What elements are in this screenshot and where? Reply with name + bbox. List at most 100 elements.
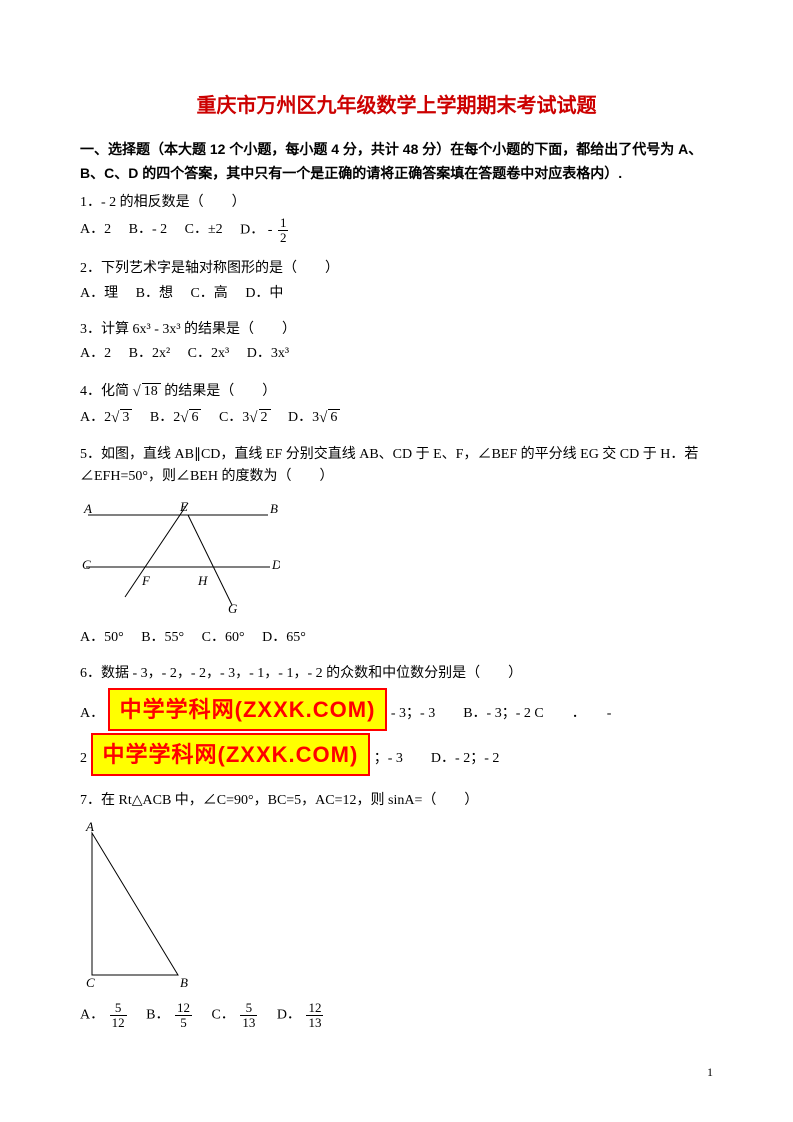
q4-A-rad: 3	[120, 409, 132, 425]
q6-line1: A． 中学学科网(ZXXK.COM) - 3；- 3 B．- 3；- 2 C ．…	[80, 688, 713, 731]
q4-sqrt-val: 18	[142, 383, 161, 399]
q7-diagram: A C B	[80, 819, 713, 997]
q7-B-den: 5	[175, 1016, 192, 1030]
question-7: 7．在 Rt△ACB 中，∠C=90°，BC=5，AC=12，则 sinA=（ …	[80, 790, 713, 1029]
q1-D-neg: -	[268, 222, 273, 237]
q1-options: A．2 B．- 2 C．±2 D． - 1 2	[80, 216, 713, 244]
q2-opt-B: B．想	[136, 283, 173, 305]
q4-prefix: 4．化简	[80, 384, 129, 399]
question-1: 1．- 2 的相反数是（ ） A．2 B．- 2 C．±2 D． - 1 2	[80, 192, 713, 245]
question-3: 3．计算 6x³ - 3x³ 的结果是（ ） A．2 B．2x² C．2x³ D…	[80, 319, 713, 366]
q1-opt-B: B．- 2	[129, 219, 168, 241]
q4-B-pre: B．2	[150, 410, 180, 425]
q2-text: 2．下列艺术字是轴对称图形的是（ ）	[80, 258, 713, 280]
q7-A-num: 5	[110, 1001, 127, 1016]
q4-opt-D: D．3 6	[288, 406, 340, 430]
q7-text: 7．在 Rt△ACB 中，∠C=90°，BC=5，AC=12，则 sinA=（ …	[80, 790, 713, 812]
q1-frac-num: 1	[278, 216, 289, 231]
q4-C-sqrt: 2	[249, 406, 270, 430]
question-2: 2．下列艺术字是轴对称图形的是（ ） A．理 B．想 C．高 D．中	[80, 258, 713, 305]
q5-label-B: B	[270, 501, 278, 516]
q1-opt-C: C．±2	[185, 219, 223, 241]
q6-l1-tail: - 3；- 3 B．- 3；- 2 C ． -	[391, 706, 612, 721]
q7-D-label: D．	[277, 1007, 301, 1022]
question-5: 5．如图，直线 AB∥CD，直线 EF 分别交直线 AB、CD 于 E、F，∠B…	[80, 444, 713, 650]
q5-label-C: C	[82, 557, 91, 572]
q4-D-pre: D．3	[288, 410, 319, 425]
q7-svg: A C B	[80, 819, 210, 989]
q6-text: 6．数据 - 3，- 2，- 2，- 3，- 1，- 1，- 2 的众数和中位数…	[80, 663, 713, 685]
q5-label-H: H	[197, 573, 208, 588]
q5-opt-C: C．60°	[202, 627, 245, 649]
q1-opt-D: D． - 1 2	[240, 216, 290, 244]
q5-label-G: G	[228, 601, 238, 615]
q3-opt-A: A．2	[80, 343, 111, 365]
q7-D-frac: 1213	[304, 1001, 325, 1029]
q3-options: A．2 B．2x² C．2x³ D．3x³	[80, 343, 713, 365]
q6-line2: 2 中学学科网(ZXXK.COM) ；- 3 D．- 2；- 2	[80, 733, 713, 776]
q7-C-frac: 513	[238, 1001, 259, 1029]
q1-D-frac: 1 2	[276, 216, 291, 244]
q7-opt-C: C． 513	[211, 1001, 259, 1029]
q5-text: 5．如图，直线 AB∥CD，直线 EF 分别交直线 AB、CD 于 E、F，∠B…	[80, 444, 713, 489]
q5-label-D: D	[271, 557, 280, 572]
q2-opt-A: A．理	[80, 283, 118, 305]
question-4: 4．化简 18 的结果是（ ） A．23 B．2 6 C．3 2 D．3 6	[80, 380, 713, 430]
q7-B-num: 12	[175, 1001, 192, 1016]
exam-title: 重庆市万州区九年级数学上学期期末考试试题	[80, 90, 713, 122]
q5-diagram: A E B C F H D G	[80, 495, 713, 623]
q7-A-frac: 512	[108, 1001, 129, 1029]
q7-D-num: 12	[306, 1001, 323, 1016]
q2-opt-C: C．高	[190, 283, 227, 305]
watermark-2: 中学学科网(ZXXK.COM)	[91, 733, 371, 776]
q4-suffix: 的结果是（ ）	[164, 384, 276, 399]
q5-opt-D: D．65°	[262, 627, 306, 649]
q7-opt-A: A． 512	[80, 1001, 129, 1029]
q4-B-rad: 6	[189, 409, 201, 425]
q7-D-den: 13	[306, 1016, 323, 1030]
q4-opt-A: A．23	[80, 406, 132, 430]
q3-opt-C: C．2x³	[188, 343, 230, 365]
q5-label-A: A	[83, 501, 92, 516]
q5-label-E: E	[179, 499, 188, 514]
q2-opt-D: D．中	[245, 283, 283, 305]
q5-label-F: F	[141, 573, 151, 588]
q7-C-label: C．	[211, 1007, 234, 1022]
q3-opt-D: D．3x³	[247, 343, 289, 365]
q1-opt-A: A．2	[80, 219, 111, 241]
q2-options: A．理 B．想 C．高 D．中	[80, 283, 713, 305]
q6-l1-prefix: A．	[80, 706, 104, 721]
q5-options: A．50° B．55° C．60° D．65°	[80, 627, 713, 649]
q7-label-A: A	[85, 819, 94, 834]
q7-opt-D: D． 1213	[277, 1001, 326, 1029]
page-number: 1	[707, 1063, 713, 1082]
q7-B-frac: 125	[173, 1001, 194, 1029]
q3-text: 3．计算 6x³ - 3x³ 的结果是（ ）	[80, 319, 713, 341]
q4-C-pre: C．3	[219, 410, 249, 425]
q7-label-B: B	[180, 975, 188, 989]
q7-A-label: A．	[80, 1007, 104, 1022]
q5-opt-B: B．55°	[141, 627, 184, 649]
watermark-1: 中学学科网(ZXXK.COM)	[108, 688, 388, 731]
q6-l2-prefix: 2	[80, 751, 87, 766]
q4-B-sqrt: 6	[180, 406, 201, 430]
q4-opt-B: B．2 6	[150, 406, 202, 430]
q7-C-den: 13	[240, 1016, 257, 1030]
q4-D-rad: 6	[328, 409, 340, 425]
q7-opt-B: B． 125	[146, 1001, 194, 1029]
q7-B-label: B．	[146, 1007, 169, 1022]
q7-A-den: 12	[110, 1016, 127, 1030]
q5-opt-A: A．50°	[80, 627, 124, 649]
q4-C-rad: 2	[259, 409, 271, 425]
q4-text: 4．化简 18 的结果是（ ）	[80, 380, 713, 404]
q4-D-sqrt: 6	[319, 406, 340, 430]
q7-C-num: 5	[240, 1001, 257, 1016]
q1-D-label: D．	[240, 222, 264, 237]
q5-svg: A E B C F H D G	[80, 495, 280, 615]
q7-label-C: C	[86, 975, 95, 989]
q1-text: 1．- 2 的相反数是（ ）	[80, 192, 713, 214]
q3-opt-B: B．2x²	[129, 343, 171, 365]
q6-l2-tail: ；- 3 D．- 2；- 2	[374, 751, 500, 766]
section-intro: 一、选择题（本大题 12 个小题，每小题 4 分，共计 48 分）在每个小题的下…	[80, 138, 713, 186]
exam-page: 重庆市万州区九年级数学上学期期末考试试题 一、选择题（本大题 12 个小题，每小…	[0, 0, 793, 1122]
